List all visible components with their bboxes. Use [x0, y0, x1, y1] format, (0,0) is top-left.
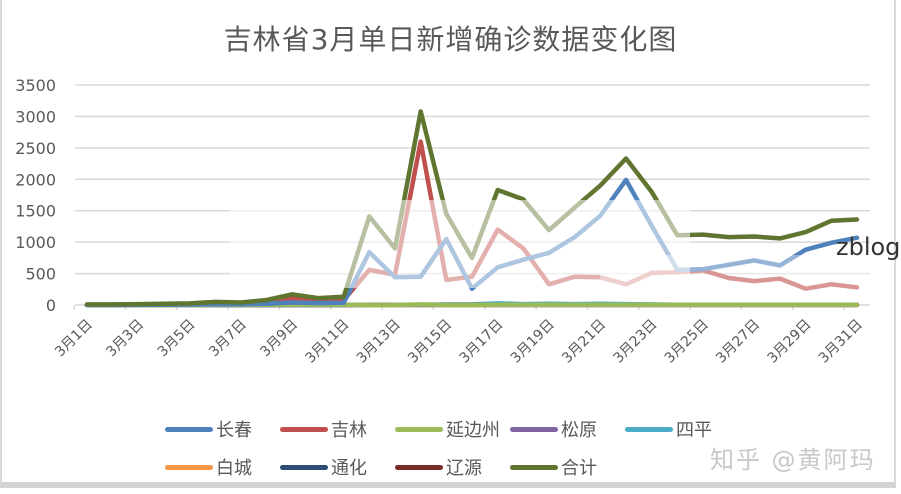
legend-item: 松原	[510, 416, 625, 442]
legend-row-2: 白城 通化 辽源 合计	[165, 448, 765, 486]
series-line-长春	[84, 177, 860, 308]
legend-item: 辽源	[395, 454, 510, 480]
legend-swatch-icon	[395, 426, 443, 432]
legend-label: 松原	[561, 420, 597, 441]
legend-row-1: 长春 吉林 延边州 松原 四平	[165, 410, 765, 448]
x-tick-label: 3月7日	[206, 317, 250, 361]
legend-item: 白城	[165, 454, 280, 480]
y-tick-label: 3000	[15, 107, 56, 126]
x-tick-label: 3月31日	[816, 317, 866, 367]
x-tick-label: 3月27日	[713, 317, 763, 367]
x-tick-label: 3月1日	[52, 317, 96, 361]
legend-item: 吉林	[280, 416, 395, 442]
legend-label: 吉林	[331, 420, 367, 441]
legend-swatch-icon	[625, 426, 673, 432]
legend-item: 延边州	[395, 416, 510, 442]
legend-item: 通化	[280, 454, 395, 480]
legend-swatch-icon	[510, 464, 558, 470]
x-tick-label: 3月25日	[662, 317, 712, 367]
chart-title: 吉林省3月单日新增确诊数据变化图	[223, 23, 678, 56]
legend-item: 四平	[625, 416, 740, 442]
y-tick-label: 1500	[15, 202, 56, 221]
highlight-overlay	[600, 255, 870, 300]
x-tick-label: 3月13日	[354, 317, 404, 367]
x-tick-label: 3月11日	[302, 317, 352, 367]
legend-item: 长春	[165, 416, 280, 442]
legend-swatch-icon	[165, 464, 213, 470]
legend-item: 合计	[510, 454, 625, 480]
x-tick-label: 3月15日	[405, 317, 455, 367]
x-tick-label: 3月19日	[508, 317, 558, 367]
x-tick-label: 3月9日	[257, 317, 301, 361]
y-tick-label: 0	[46, 296, 56, 315]
legend-swatch-icon	[395, 464, 443, 470]
legend-label: 长春	[216, 420, 252, 441]
y-tick-label: 3500	[15, 76, 56, 95]
x-tick-label: 3月23日	[610, 317, 660, 367]
legend-label: 延边州	[446, 420, 500, 441]
chart-legend: 长春 吉林 延边州 松原 四平 白城 通化 辽源 合计	[165, 410, 765, 486]
y-tick-label: 2000	[15, 170, 56, 189]
legend-swatch-icon	[510, 426, 558, 432]
legend-label: 辽源	[446, 458, 482, 479]
legend-label: 白城	[216, 458, 252, 479]
highlight-overlay	[230, 200, 690, 288]
legend-label: 合计	[561, 458, 597, 479]
zhihu-watermark: 知乎 @黄阿玛	[710, 446, 876, 474]
legend-swatch-icon	[280, 426, 328, 432]
y-tick-label: 1000	[15, 233, 56, 252]
x-tick-label: 3月5日	[155, 317, 199, 361]
legend-label: 通化	[331, 458, 367, 479]
legend-swatch-icon	[280, 464, 328, 470]
legend-label: 四平	[676, 420, 712, 441]
x-tick-label: 3月17日	[456, 317, 506, 367]
x-tick-label: 3月21日	[559, 317, 609, 367]
zblog-overlay-text: zblog	[836, 233, 901, 261]
x-tick-label: 3月3日	[103, 317, 147, 361]
x-tick-label: 3月29日	[764, 317, 814, 367]
y-tick-label: 500	[25, 265, 56, 284]
y-tick-label: 2500	[15, 139, 56, 158]
legend-swatch-icon	[165, 426, 213, 432]
